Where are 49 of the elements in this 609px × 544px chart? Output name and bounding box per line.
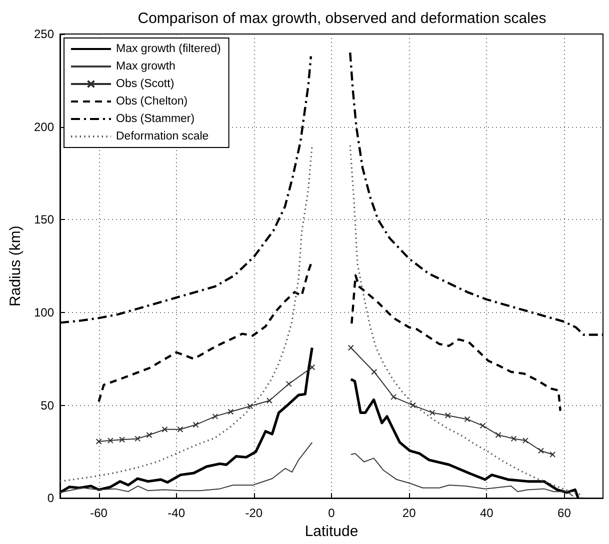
y-tick-label: 150	[34, 212, 54, 227]
x-tick-label: 40	[480, 506, 494, 520]
point	[464, 416, 470, 422]
point	[162, 426, 168, 432]
y-tick-label: 200	[34, 120, 54, 134]
legend-label: Obs (Chelton)	[116, 96, 188, 108]
point	[444, 412, 451, 418]
point	[286, 380, 292, 387]
point	[538, 448, 544, 454]
y-axis-title: Radius (km)	[7, 226, 24, 306]
x-tick-label: 20	[402, 506, 416, 520]
x-tick-label: -20	[245, 506, 263, 520]
legend-label: Max growth	[116, 60, 176, 72]
point	[429, 410, 436, 416]
point	[410, 402, 416, 408]
x-tick-label: 60	[558, 506, 572, 520]
point	[266, 398, 272, 404]
x-tick-label: -60	[90, 506, 108, 520]
point	[522, 438, 528, 444]
legend-label: Obs (Stammer)	[116, 113, 195, 125]
point	[177, 426, 184, 432]
point	[495, 432, 502, 438]
x-axis-title: Latitude	[304, 523, 358, 540]
point	[192, 422, 199, 428]
chart-title: Comparison of max growth, observed and deformation scales	[138, 10, 546, 27]
x-tick-label: -40	[168, 506, 186, 520]
point	[390, 394, 397, 400]
y-tick-label: 0	[47, 491, 54, 506]
legend-label: Max growth (filtered)	[116, 43, 221, 55]
point	[480, 422, 486, 429]
point	[510, 436, 517, 442]
point	[119, 436, 126, 443]
point	[371, 368, 378, 375]
point	[212, 413, 218, 420]
point	[134, 436, 141, 442]
point	[228, 408, 234, 415]
point	[348, 344, 354, 351]
x-tick-label: 0	[328, 506, 336, 520]
point	[146, 432, 152, 438]
point	[107, 438, 114, 444]
y-tick-label: 100	[34, 305, 54, 320]
point	[550, 451, 556, 458]
y-tick-label: 50	[40, 398, 54, 412]
point	[247, 403, 254, 410]
legend-label: Obs (Scott)	[116, 78, 174, 90]
point	[96, 438, 102, 444]
point	[309, 364, 316, 370]
y-tick-label: 250	[34, 27, 54, 41]
legend-label: Deformation scale	[116, 130, 209, 142]
